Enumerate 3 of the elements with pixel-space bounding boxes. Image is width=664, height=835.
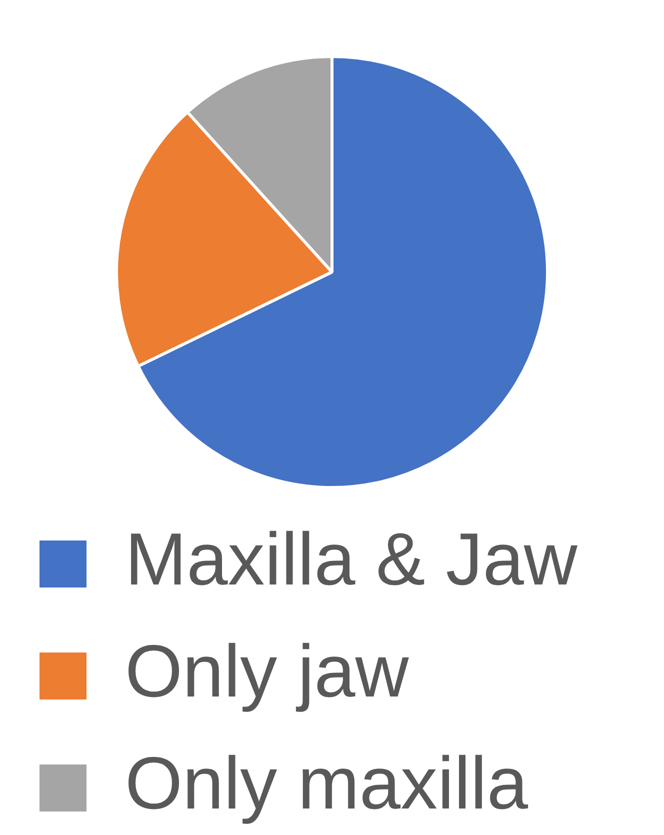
legend-label: Only maxilla bbox=[125, 741, 529, 824]
legend-label: Only jaw bbox=[125, 629, 410, 712]
legend-label: Maxilla & Jaw bbox=[125, 517, 578, 600]
